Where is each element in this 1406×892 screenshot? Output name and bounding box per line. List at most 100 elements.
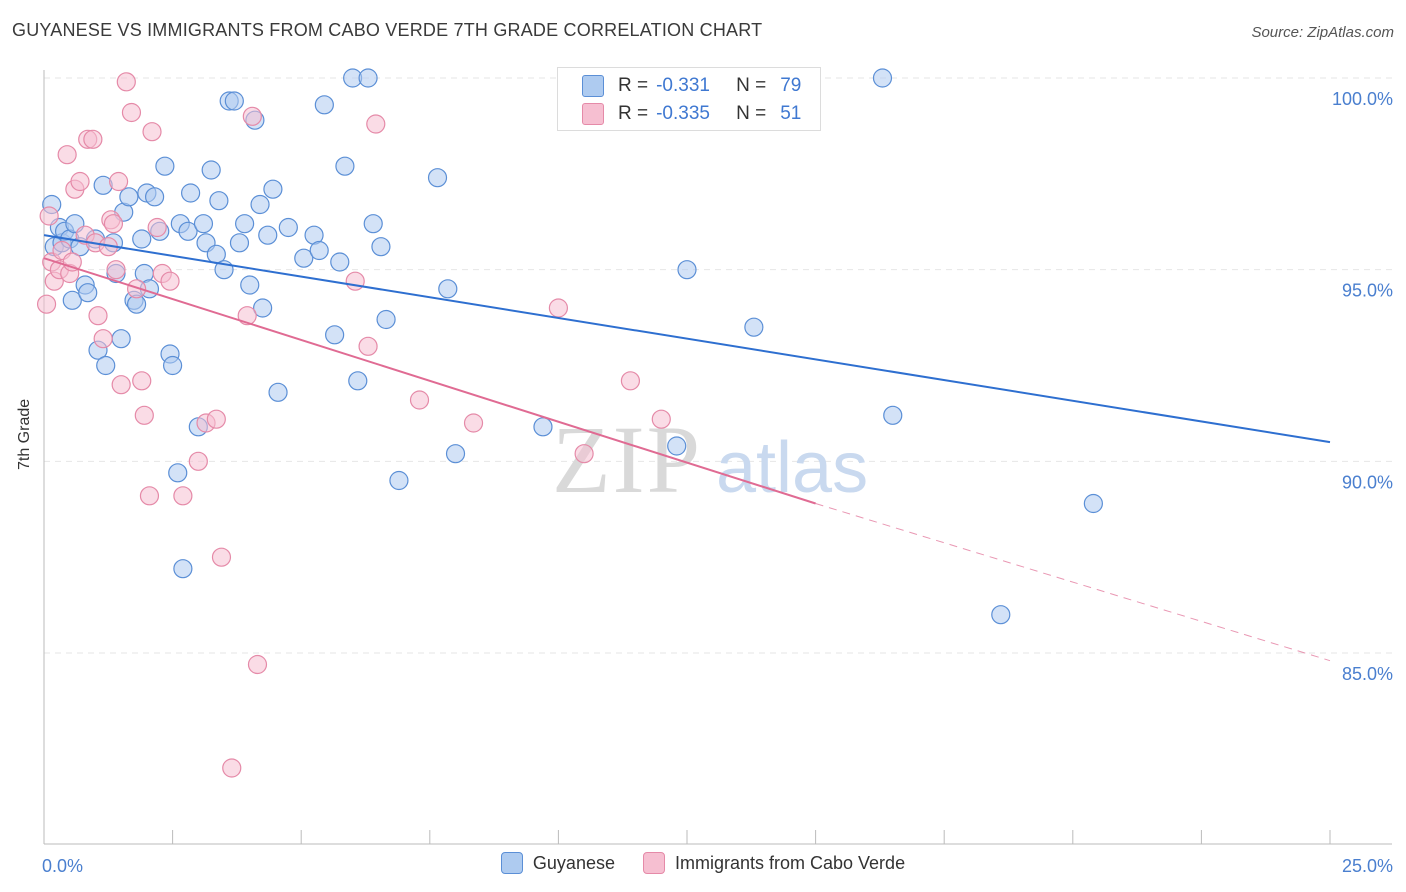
point-guyanese bbox=[173, 559, 193, 579]
legend-n-label: N = bbox=[736, 103, 767, 124]
point-cabo-verde bbox=[463, 413, 484, 433]
point-guyanese bbox=[330, 252, 350, 272]
point-cabo-verde bbox=[70, 171, 90, 192]
point-guyanese bbox=[744, 317, 764, 337]
point-cabo-verde bbox=[211, 547, 232, 567]
point-cabo-verde bbox=[366, 114, 386, 134]
point-guyanese bbox=[132, 229, 152, 249]
point-cabo-verde bbox=[111, 375, 131, 395]
point-cabo-verde bbox=[206, 409, 226, 429]
legend-item-guyanese[interactable]: Guyanese bbox=[500, 852, 615, 874]
point-cabo-verde bbox=[188, 451, 208, 471]
point-cabo-verde bbox=[620, 371, 641, 391]
trend-line-cabo-verde bbox=[43, 257, 816, 505]
legend-row-guyanese: R = -0.331 N = 79 bbox=[582, 73, 801, 99]
trend-line-cabo-verde-extension bbox=[815, 503, 1331, 662]
point-guyanese bbox=[263, 179, 283, 199]
point-guyanese bbox=[181, 183, 201, 203]
point-guyanese bbox=[389, 470, 409, 491]
point-guyanese bbox=[325, 325, 345, 345]
legend-r-value: -0.335 bbox=[656, 103, 710, 124]
point-guyanese bbox=[358, 68, 378, 88]
point-guyanese bbox=[872, 68, 893, 88]
point-cabo-verde bbox=[93, 329, 113, 349]
point-guyanese bbox=[119, 187, 139, 207]
point-cabo-verde bbox=[36, 294, 57, 314]
point-guyanese bbox=[62, 290, 82, 310]
point-cabo-verde bbox=[108, 171, 129, 192]
point-guyanese bbox=[258, 225, 278, 245]
y-tick-label: 95.0% bbox=[1342, 281, 1393, 301]
point-cabo-verde bbox=[173, 486, 193, 506]
legend-n-value: 79 bbox=[780, 75, 802, 96]
point-guyanese bbox=[309, 240, 329, 261]
legend-r-label: R = bbox=[618, 75, 649, 96]
point-guyanese bbox=[883, 405, 903, 425]
legend-swatch-blue bbox=[582, 75, 604, 97]
point-guyanese bbox=[427, 168, 448, 188]
point-cabo-verde bbox=[57, 145, 77, 165]
point-guyanese bbox=[155, 156, 175, 176]
point-guyanese bbox=[111, 329, 131, 349]
watermark: ZIP atlas bbox=[552, 406, 868, 513]
point-cabo-verde bbox=[121, 102, 142, 123]
point-guyanese bbox=[533, 417, 553, 437]
legend-n-label: N = bbox=[736, 75, 767, 96]
point-guyanese bbox=[144, 187, 165, 207]
point-guyanese bbox=[667, 436, 687, 456]
point-guyanese bbox=[250, 194, 270, 215]
series-cabo-verde-points bbox=[36, 72, 671, 778]
point-guyanese bbox=[278, 217, 298, 238]
legend-r-value: -0.331 bbox=[656, 75, 710, 96]
point-cabo-verde bbox=[242, 106, 262, 126]
point-cabo-verde bbox=[160, 271, 180, 291]
point-guyanese bbox=[677, 260, 697, 280]
legend-row-cabo-verde: R = -0.335 N = 51 bbox=[582, 101, 801, 127]
x-tick-label: 25.0% bbox=[1342, 856, 1393, 876]
point-guyanese bbox=[445, 444, 466, 464]
point-guyanese bbox=[235, 214, 255, 234]
point-cabo-verde bbox=[132, 371, 152, 391]
point-cabo-verde bbox=[237, 306, 257, 326]
legend-n-value: 51 bbox=[780, 103, 802, 124]
point-cabo-verde bbox=[247, 654, 268, 675]
point-guyanese bbox=[78, 283, 98, 303]
trend-lines bbox=[43, 234, 1331, 662]
point-guyanese bbox=[193, 214, 214, 234]
point-guyanese bbox=[163, 355, 183, 376]
point-guyanese bbox=[168, 463, 188, 483]
y-tick-label: 90.0% bbox=[1342, 472, 1393, 492]
point-guyanese bbox=[240, 275, 260, 295]
point-guyanese bbox=[201, 160, 221, 180]
point-guyanese bbox=[335, 156, 355, 176]
point-guyanese bbox=[991, 605, 1011, 625]
point-cabo-verde bbox=[134, 405, 154, 425]
point-cabo-verde bbox=[142, 122, 162, 142]
point-guyanese bbox=[178, 221, 198, 241]
x-tick-label: 0.0% bbox=[42, 856, 83, 876]
y-tick-label: 85.0% bbox=[1342, 664, 1393, 684]
point-guyanese bbox=[229, 233, 250, 253]
point-cabo-verde bbox=[83, 129, 103, 149]
chart-title: GUYANESE VS IMMIGRANTS FROM CABO VERDE 7… bbox=[12, 20, 763, 40]
legend-swatch-pink bbox=[642, 852, 665, 874]
point-cabo-verde bbox=[345, 271, 365, 291]
point-cabo-verde bbox=[574, 444, 594, 464]
point-cabo-verde bbox=[126, 279, 147, 299]
point-guyanese bbox=[348, 371, 368, 391]
point-cabo-verde bbox=[222, 758, 242, 778]
point-guyanese bbox=[363, 214, 383, 234]
legend-item-cabo-verde[interactable]: Immigrants from Cabo Verde bbox=[642, 852, 906, 874]
point-guyanese bbox=[209, 191, 229, 211]
point-cabo-verde bbox=[548, 298, 569, 318]
legend-label: Immigrants from Cabo Verde bbox=[674, 852, 906, 873]
legend-r-label: R = bbox=[618, 103, 649, 124]
point-cabo-verde bbox=[651, 409, 671, 429]
point-guyanese bbox=[224, 91, 244, 111]
point-guyanese bbox=[371, 237, 391, 257]
y-tick-label: 100.0% bbox=[1332, 89, 1393, 109]
point-guyanese bbox=[1083, 493, 1103, 514]
legend-label: Guyanese bbox=[532, 852, 615, 873]
point-cabo-verde bbox=[39, 206, 59, 226]
